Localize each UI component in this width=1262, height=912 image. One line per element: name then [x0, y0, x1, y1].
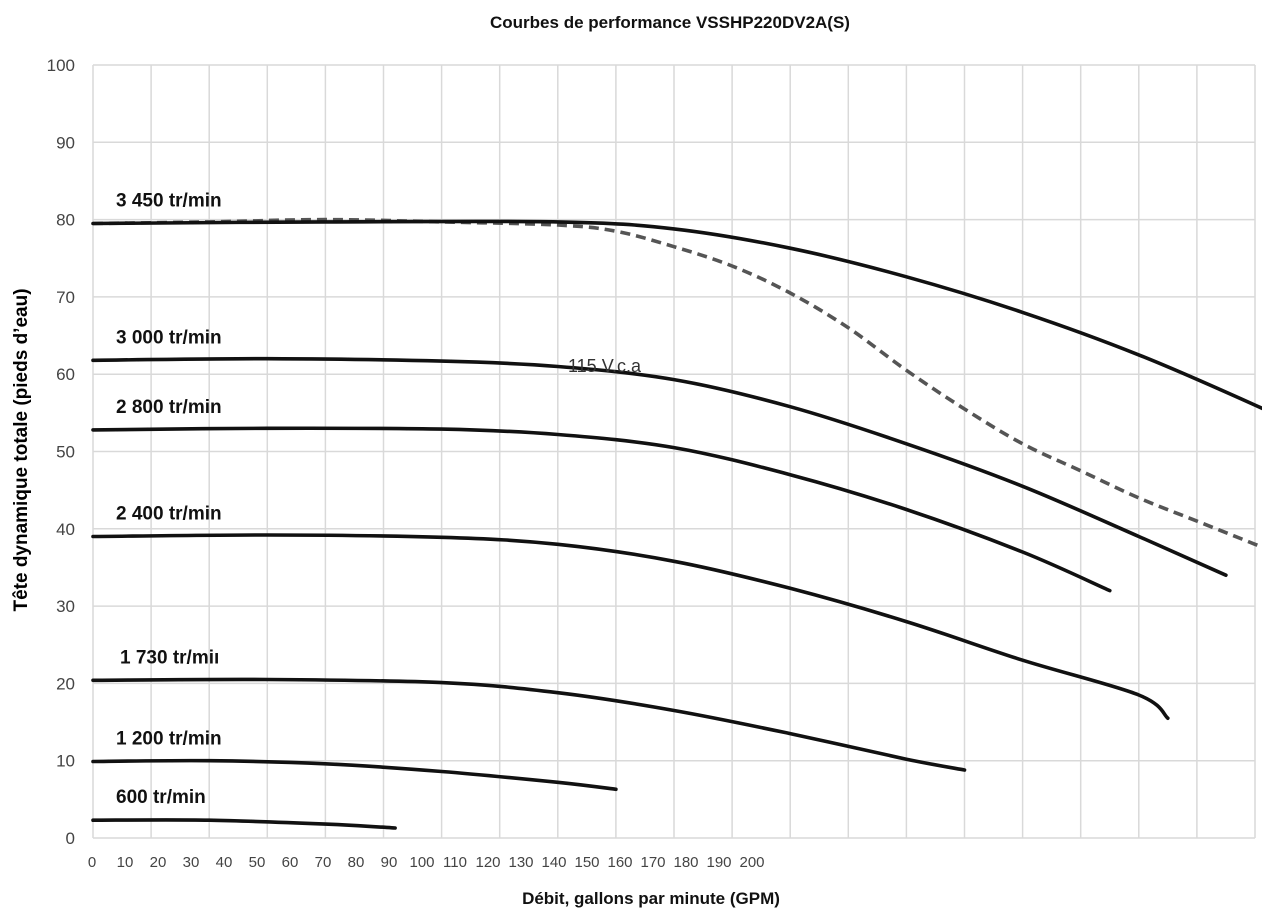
x-tick-label: 190	[706, 854, 731, 871]
y-tick-label: 90	[56, 133, 75, 152]
x-tick-label: 70	[315, 854, 332, 871]
y-tick-label: 70	[56, 288, 75, 307]
series-label: 600 tr/min	[116, 787, 206, 808]
x-tick-label: 140	[541, 854, 566, 871]
x-ticks: 0 10 20 30 40 50 60 70 80 90 100 110 120 130 140 150 160…	[88, 854, 765, 871]
series-label: 3 450 tr/min	[116, 190, 222, 211]
curves	[91, 217, 1262, 830]
y-tick-label: 60	[56, 365, 75, 384]
series-line	[91, 533, 1170, 720]
series-line	[91, 758, 618, 792]
y-tick-label: 80	[56, 211, 75, 230]
series-label: 1 200 tr/min	[116, 728, 222, 749]
x-tick-label: 0	[88, 854, 96, 871]
x-tick-label: 30	[183, 854, 200, 871]
y-tick-label: 0	[66, 829, 75, 848]
x-tick-label: 160	[607, 854, 632, 871]
x-tick-label: 180	[673, 854, 698, 871]
series-label: 2 800 tr/min	[116, 397, 222, 418]
x-tick-label: 170	[640, 854, 665, 871]
grid	[92, 64, 1256, 839]
y-axis-label: Tête dynamique totale (pieds d’eau)	[11, 288, 32, 611]
series-line	[91, 219, 1262, 411]
x-tick-label: 40	[216, 854, 233, 871]
series-line-115vca	[92, 217, 1262, 550]
x-tick-label: 10	[117, 854, 134, 871]
x-tick-label: 150	[574, 854, 599, 871]
x-tick-label: 200	[739, 854, 764, 871]
series-line	[91, 677, 967, 772]
series-line	[91, 356, 1228, 577]
chart-title: Courbes de performance VSSHP220DV2A(S)	[490, 13, 850, 32]
y-tick-label: 20	[56, 674, 75, 693]
y-ticks: 0 10 20 30 40 50 60 70 80 90 100	[47, 56, 75, 848]
series-line	[91, 818, 397, 830]
annotation-115vca: 115 V.c.a	[568, 356, 642, 376]
x-tick-label: 20	[150, 854, 167, 871]
series-label: 2 400 tr/min	[116, 504, 222, 525]
series-line	[91, 426, 1112, 593]
x-tick-label: 120	[475, 854, 500, 871]
x-tick-label: 130	[508, 854, 533, 871]
y-tick-label: 50	[56, 443, 75, 462]
y-tick-label: 10	[56, 752, 75, 771]
series-label: 1 730 tr/miı	[120, 647, 219, 668]
y-tick-label: 40	[56, 520, 75, 539]
x-tick-label: 80	[348, 854, 365, 871]
y-tick-label: 100	[47, 56, 75, 75]
x-axis-label: Débit, gallons par minute (GPM)	[522, 889, 780, 908]
x-tick-label: 90	[381, 854, 398, 871]
series-labels: 3 450 tr/min 3 000 tr/min 2 800 tr/min 2 40…	[116, 190, 222, 808]
x-tick-label: 100	[409, 854, 434, 871]
y-tick-label: 30	[56, 597, 75, 616]
series-label: 3 000 tr/min	[116, 327, 222, 348]
x-tick-label: 60	[282, 854, 299, 871]
x-tick-label: 110	[443, 854, 467, 871]
x-tick-label: 50	[249, 854, 266, 871]
